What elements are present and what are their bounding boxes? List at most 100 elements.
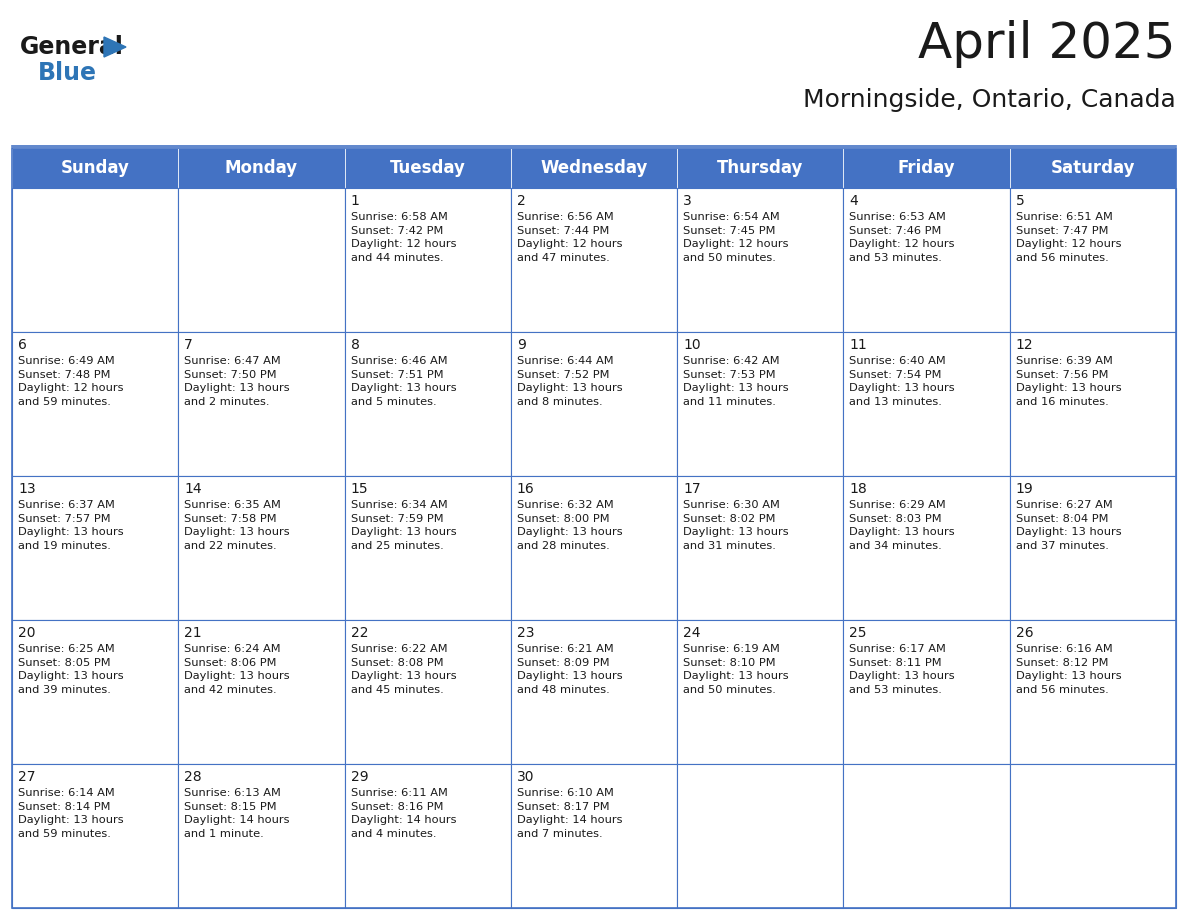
Text: 20: 20 [18,626,36,640]
Text: Sunrise: 6:58 AM
Sunset: 7:42 PM
Daylight: 12 hours
and 44 minutes.: Sunrise: 6:58 AM Sunset: 7:42 PM Dayligh… [350,212,456,263]
Text: Sunrise: 6:39 AM
Sunset: 7:56 PM
Daylight: 13 hours
and 16 minutes.: Sunrise: 6:39 AM Sunset: 7:56 PM Dayligh… [1016,356,1121,407]
Text: Sunrise: 6:14 AM
Sunset: 8:14 PM
Daylight: 13 hours
and 59 minutes.: Sunrise: 6:14 AM Sunset: 8:14 PM Dayligh… [18,788,124,839]
Text: 19: 19 [1016,482,1034,496]
Text: 2: 2 [517,194,525,208]
Text: Sunrise: 6:17 AM
Sunset: 8:11 PM
Daylight: 13 hours
and 53 minutes.: Sunrise: 6:17 AM Sunset: 8:11 PM Dayligh… [849,644,955,695]
Bar [843,332,1010,476]
Text: Sunrise: 6:24 AM
Sunset: 8:06 PM
Daylight: 13 hours
and 42 minutes.: Sunrise: 6:24 AM Sunset: 8:06 PM Dayligh… [184,644,290,695]
Bar [345,188,511,332]
Text: Sunrise: 6:22 AM
Sunset: 8:08 PM
Daylight: 13 hours
and 45 minutes.: Sunrise: 6:22 AM Sunset: 8:08 PM Dayligh… [350,644,456,695]
Text: 4: 4 [849,194,858,208]
Bar [178,476,345,620]
Text: Tuesday: Tuesday [390,159,466,177]
Text: 3: 3 [683,194,691,208]
Bar [1010,764,1176,908]
Bar [843,148,1010,188]
Text: 27: 27 [18,770,36,784]
Text: Monday: Monday [225,159,298,177]
Text: 1: 1 [350,194,360,208]
Bar [12,148,178,188]
Bar [12,764,178,908]
Bar [511,188,677,332]
Text: 9: 9 [517,338,526,352]
Text: Sunrise: 6:25 AM
Sunset: 8:05 PM
Daylight: 13 hours
and 39 minutes.: Sunrise: 6:25 AM Sunset: 8:05 PM Dayligh… [18,644,124,695]
Text: 5: 5 [1016,194,1024,208]
Text: Friday: Friday [898,159,955,177]
Bar [511,148,677,188]
Bar [511,332,677,476]
Text: Sunrise: 6:51 AM
Sunset: 7:47 PM
Daylight: 12 hours
and 56 minutes.: Sunrise: 6:51 AM Sunset: 7:47 PM Dayligh… [1016,212,1121,263]
Bar [511,476,677,620]
Text: Sunrise: 6:37 AM
Sunset: 7:57 PM
Daylight: 13 hours
and 19 minutes.: Sunrise: 6:37 AM Sunset: 7:57 PM Dayligh… [18,500,124,551]
Bar [677,620,843,764]
Text: Sunrise: 6:16 AM
Sunset: 8:12 PM
Daylight: 13 hours
and 56 minutes.: Sunrise: 6:16 AM Sunset: 8:12 PM Dayligh… [1016,644,1121,695]
Bar [677,476,843,620]
Text: 10: 10 [683,338,701,352]
Text: Sunrise: 6:29 AM
Sunset: 8:03 PM
Daylight: 13 hours
and 34 minutes.: Sunrise: 6:29 AM Sunset: 8:03 PM Dayligh… [849,500,955,551]
Text: 23: 23 [517,626,535,640]
Bar [178,620,345,764]
Bar [1010,188,1176,332]
Bar [345,764,511,908]
Text: Sunrise: 6:56 AM
Sunset: 7:44 PM
Daylight: 12 hours
and 47 minutes.: Sunrise: 6:56 AM Sunset: 7:44 PM Dayligh… [517,212,623,263]
Text: Sunrise: 6:30 AM
Sunset: 8:02 PM
Daylight: 13 hours
and 31 minutes.: Sunrise: 6:30 AM Sunset: 8:02 PM Dayligh… [683,500,789,551]
Text: Sunrise: 6:34 AM
Sunset: 7:59 PM
Daylight: 13 hours
and 25 minutes.: Sunrise: 6:34 AM Sunset: 7:59 PM Dayligh… [350,500,456,551]
Bar [12,476,178,620]
Bar [178,332,345,476]
Text: 28: 28 [184,770,202,784]
Text: Sunrise: 6:47 AM
Sunset: 7:50 PM
Daylight: 13 hours
and 2 minutes.: Sunrise: 6:47 AM Sunset: 7:50 PM Dayligh… [184,356,290,407]
Bar [345,476,511,620]
Text: Sunrise: 6:49 AM
Sunset: 7:48 PM
Daylight: 12 hours
and 59 minutes.: Sunrise: 6:49 AM Sunset: 7:48 PM Dayligh… [18,356,124,407]
Text: 16: 16 [517,482,535,496]
Text: 18: 18 [849,482,867,496]
Text: 25: 25 [849,626,867,640]
Text: 30: 30 [517,770,535,784]
Text: 26: 26 [1016,626,1034,640]
Text: Blue: Blue [38,61,97,85]
Text: Sunrise: 6:11 AM
Sunset: 8:16 PM
Daylight: 14 hours
and 4 minutes.: Sunrise: 6:11 AM Sunset: 8:16 PM Dayligh… [350,788,456,839]
Bar [677,188,843,332]
Bar [12,148,1176,908]
Text: Sunrise: 6:42 AM
Sunset: 7:53 PM
Daylight: 13 hours
and 11 minutes.: Sunrise: 6:42 AM Sunset: 7:53 PM Dayligh… [683,356,789,407]
Text: Sunrise: 6:54 AM
Sunset: 7:45 PM
Daylight: 12 hours
and 50 minutes.: Sunrise: 6:54 AM Sunset: 7:45 PM Dayligh… [683,212,789,263]
Text: Sunrise: 6:19 AM
Sunset: 8:10 PM
Daylight: 13 hours
and 50 minutes.: Sunrise: 6:19 AM Sunset: 8:10 PM Dayligh… [683,644,789,695]
Text: 8: 8 [350,338,360,352]
Text: Sunrise: 6:40 AM
Sunset: 7:54 PM
Daylight: 13 hours
and 13 minutes.: Sunrise: 6:40 AM Sunset: 7:54 PM Dayligh… [849,356,955,407]
Bar [843,188,1010,332]
Bar [1010,332,1176,476]
Bar [843,764,1010,908]
Text: 12: 12 [1016,338,1034,352]
Text: 11: 11 [849,338,867,352]
Bar [345,148,511,188]
Text: 14: 14 [184,482,202,496]
Text: Sunrise: 6:35 AM
Sunset: 7:58 PM
Daylight: 13 hours
and 22 minutes.: Sunrise: 6:35 AM Sunset: 7:58 PM Dayligh… [184,500,290,551]
Text: 6: 6 [18,338,27,352]
Bar [677,764,843,908]
Bar [511,620,677,764]
Bar [511,764,677,908]
Text: Sunrise: 6:44 AM
Sunset: 7:52 PM
Daylight: 13 hours
and 8 minutes.: Sunrise: 6:44 AM Sunset: 7:52 PM Dayligh… [517,356,623,407]
Text: 7: 7 [184,338,192,352]
Text: 21: 21 [184,626,202,640]
Text: Sunrise: 6:10 AM
Sunset: 8:17 PM
Daylight: 14 hours
and 7 minutes.: Sunrise: 6:10 AM Sunset: 8:17 PM Dayligh… [517,788,623,839]
Polygon shape [105,37,126,57]
Text: General: General [20,35,124,59]
Bar [178,148,345,188]
Text: 24: 24 [683,626,701,640]
Text: 29: 29 [350,770,368,784]
Text: Thursday: Thursday [718,159,803,177]
Text: 13: 13 [18,482,36,496]
Bar [1010,620,1176,764]
Bar [677,148,843,188]
Bar [843,620,1010,764]
Bar [345,332,511,476]
Bar [1010,148,1176,188]
Text: 22: 22 [350,626,368,640]
Text: April 2025: April 2025 [918,20,1176,68]
Bar [12,332,178,476]
Text: Saturday: Saturday [1050,159,1135,177]
Text: Sunrise: 6:46 AM
Sunset: 7:51 PM
Daylight: 13 hours
and 5 minutes.: Sunrise: 6:46 AM Sunset: 7:51 PM Dayligh… [350,356,456,407]
Text: Sunrise: 6:21 AM
Sunset: 8:09 PM
Daylight: 13 hours
and 48 minutes.: Sunrise: 6:21 AM Sunset: 8:09 PM Dayligh… [517,644,623,695]
Text: 17: 17 [683,482,701,496]
Text: Sunrise: 6:13 AM
Sunset: 8:15 PM
Daylight: 14 hours
and 1 minute.: Sunrise: 6:13 AM Sunset: 8:15 PM Dayligh… [184,788,290,839]
